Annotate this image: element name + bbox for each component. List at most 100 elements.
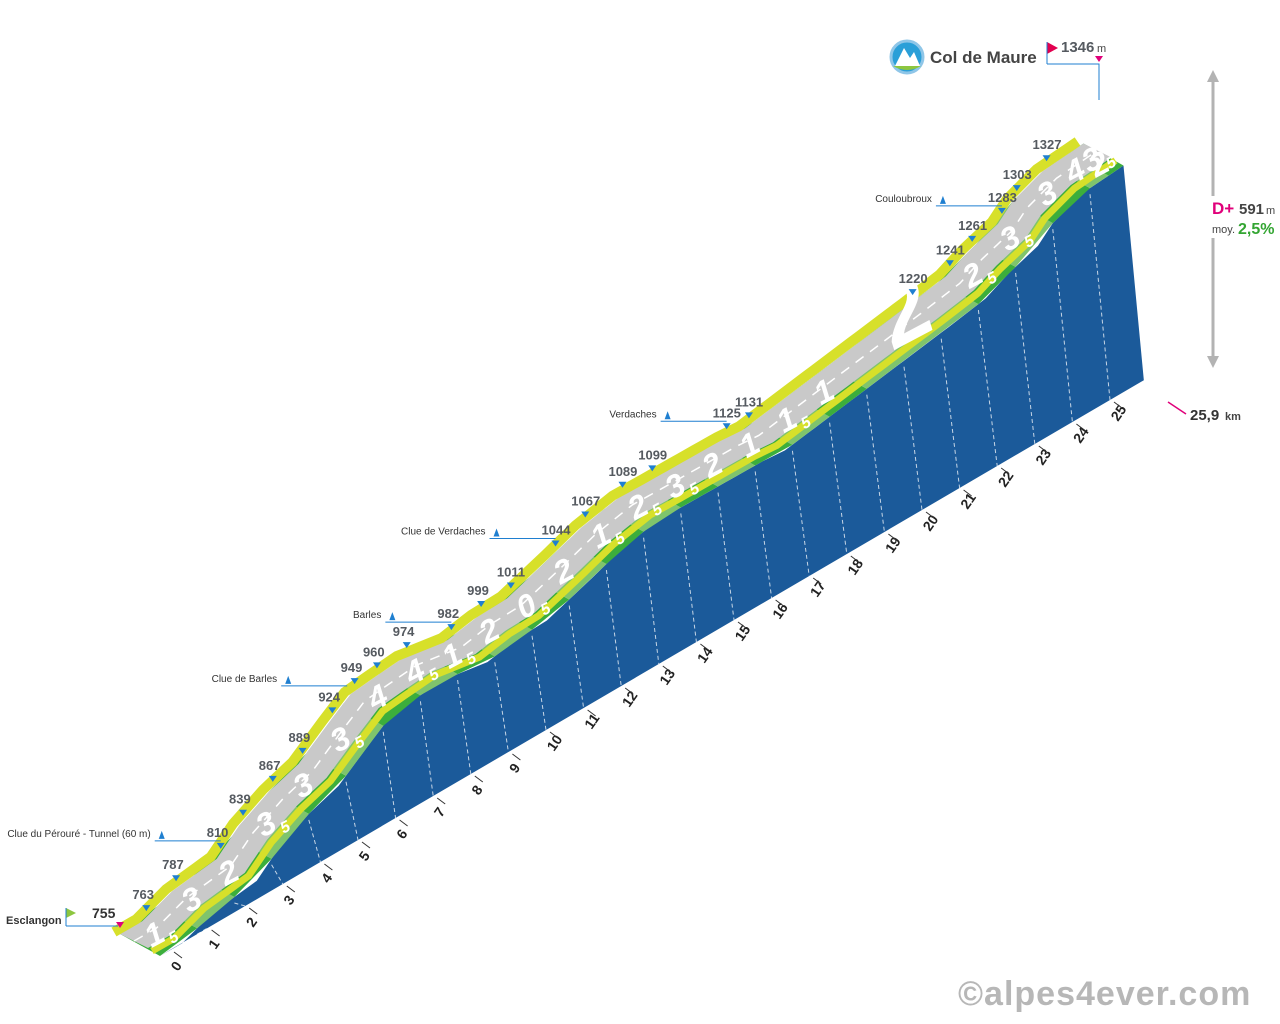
waypoint-icon — [285, 675, 292, 684]
km-gridline — [345, 781, 359, 841]
elevation-label: 763 — [132, 887, 154, 902]
summit-flag-icon — [1047, 42, 1058, 54]
km-gridline — [531, 635, 547, 731]
km-gridline — [234, 902, 246, 907]
km-tick-mark — [399, 819, 408, 827]
km-gridline — [866, 394, 885, 533]
elevation-label: 1283 — [988, 190, 1017, 205]
km-tick-mark — [1038, 445, 1048, 453]
elevation-marker-icon — [648, 465, 657, 472]
elevation-label: 1089 — [608, 464, 637, 479]
km-gridline — [382, 731, 397, 819]
km-tick-mark — [662, 665, 672, 673]
km-tick-mark — [436, 797, 446, 805]
km-gridline — [680, 513, 697, 643]
mountain-icon-peak — [895, 48, 920, 66]
start-name: Esclangon — [6, 915, 62, 927]
elevation-marker-icon — [581, 511, 590, 518]
profile-wall-fill — [160, 165, 1144, 956]
elevation-label: 1011 — [497, 565, 525, 580]
elevation-marker-icon — [1012, 185, 1021, 192]
arrow-down-icon — [1207, 356, 1219, 368]
elevation-label: 982 — [437, 606, 459, 621]
km-gridline — [1015, 272, 1036, 445]
waypoint-label: Barles — [353, 610, 381, 621]
elevation-marker-icon — [551, 540, 560, 547]
waypoint-label: Clue du Pérouré - Tunnel (60 m) — [7, 829, 150, 840]
elevation-marker-icon — [268, 775, 277, 782]
km-tick-mark — [1076, 423, 1085, 431]
profile-wall — [160, 165, 1144, 956]
km-tick-mark — [173, 951, 183, 959]
elevation-marker-icon — [239, 809, 248, 816]
elevation-label: 1261 — [958, 218, 987, 233]
km-tick-mark — [324, 863, 333, 871]
km-tick-mark — [361, 841, 371, 849]
elevation-label: 974 — [393, 624, 415, 639]
elevation-marker-icon — [744, 412, 753, 419]
elevation-marker-icon — [447, 624, 456, 631]
elevation-label: 839 — [229, 792, 251, 807]
elevation-marker-icon — [350, 678, 359, 685]
start-marker-icon — [116, 922, 124, 928]
km-tick-mark — [700, 643, 709, 651]
summit-elevation-unit: m — [1097, 43, 1106, 55]
km-tick-mark — [1113, 401, 1123, 409]
elevation-marker-icon — [372, 662, 381, 669]
km-tick-label: 1 — [205, 936, 223, 952]
km-gridline — [494, 662, 509, 753]
elevation-label: 999 — [467, 583, 489, 598]
km-gridline — [754, 471, 773, 599]
elevation-label: 1303 — [1003, 167, 1032, 182]
km-tick-label: 9 — [506, 760, 524, 776]
copyright-credit: ©alpes4ever.com — [958, 975, 1251, 1013]
elevation-label: 787 — [162, 857, 184, 872]
km-gridline — [196, 927, 208, 935]
climb-unit: m — [1266, 205, 1275, 217]
elevation-marker-icon — [172, 875, 181, 882]
km-gridline — [977, 310, 998, 467]
arrow-up-icon — [1207, 70, 1219, 82]
elevation-label: 1044 — [542, 523, 572, 538]
km-gridline — [271, 864, 284, 885]
elevation-marker-icon — [328, 707, 337, 714]
waypoint-icon — [158, 830, 165, 839]
km-tick-mark — [775, 599, 784, 607]
km-gridline — [605, 569, 622, 687]
total-distance: 25,9 km — [1167, 401, 1241, 424]
km-tick-label: 7 — [431, 804, 449, 820]
km-tick-mark — [888, 533, 897, 541]
summit-name: Col de Maure — [930, 48, 1037, 67]
elevation-marker-icon — [618, 481, 627, 488]
elevation-marker-icon — [1042, 155, 1051, 162]
average-label: moy. — [1212, 224, 1235, 236]
summit-header: Col de Maure 1346 m — [889, 39, 1106, 100]
climb-summary: D+ 591 m moy. 2,5% — [1206, 70, 1280, 368]
elevation-label: 1241 — [936, 242, 965, 257]
km-gridline — [829, 422, 848, 555]
waypoint-label: Couloubroux — [875, 194, 932, 205]
elevation-marker-icon — [298, 747, 307, 754]
average-value: 2,5% — [1238, 221, 1274, 238]
km-gridline — [903, 366, 923, 511]
road-fill — [120, 143, 1112, 948]
elevation-label: 924 — [318, 689, 340, 704]
waypoint-icon — [389, 612, 396, 621]
km-tick-mark — [549, 731, 559, 739]
km-tick-mark — [286, 885, 296, 893]
road-centerline — [133, 149, 1098, 942]
elevation-label: 1327 — [1033, 137, 1062, 152]
elevation-label: 1099 — [638, 447, 667, 462]
waypoint-icon — [493, 528, 500, 537]
elevation-marker-icon — [402, 642, 411, 649]
km-tick-mark — [850, 555, 860, 563]
elevation-marker-icon — [477, 600, 486, 607]
km-tick-mark — [963, 489, 972, 497]
km-tick-mark — [812, 577, 822, 585]
climb-label: D+ — [1212, 199, 1234, 218]
total-distance-value: 25,9 — [1190, 407, 1219, 424]
km-tick-mark — [737, 621, 747, 629]
total-distance-unit: km — [1225, 411, 1241, 423]
start-flag-icon — [66, 908, 76, 918]
